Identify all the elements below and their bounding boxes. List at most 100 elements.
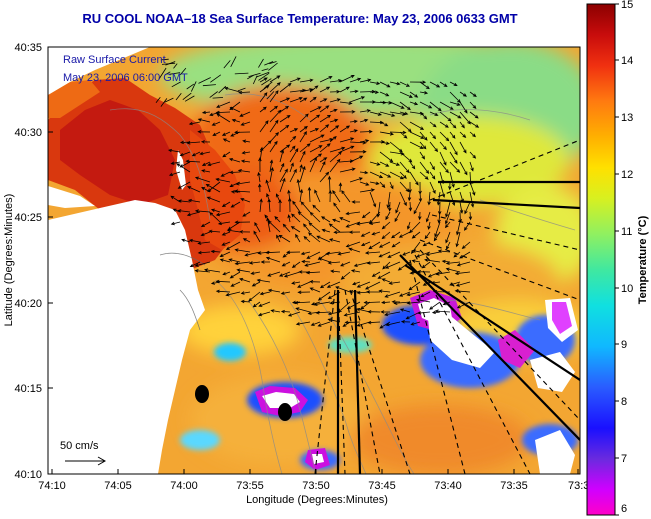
current-vector (329, 146, 346, 153)
sst-field (48, 47, 580, 474)
current-vector (394, 211, 401, 223)
current-vector (170, 221, 181, 226)
current-vector (369, 81, 381, 85)
current-vector (387, 251, 401, 258)
current-vector (300, 251, 311, 256)
current-vector (280, 291, 291, 295)
current-vector (469, 91, 477, 98)
current-vector (265, 250, 281, 255)
current-vector (269, 167, 274, 183)
current-vector (411, 259, 421, 263)
current-vector (250, 271, 261, 275)
current-vector (282, 223, 291, 233)
current-vector (339, 75, 355, 83)
current-vector (379, 131, 394, 136)
current-vector (349, 119, 358, 124)
current-vector (437, 211, 441, 224)
current-vector (307, 232, 321, 243)
current-vector (449, 171, 455, 188)
current-vector (382, 261, 391, 270)
current-vector (297, 211, 311, 223)
current-vector (171, 81, 181, 88)
current-vector (439, 171, 445, 185)
current-vector (239, 277, 251, 283)
current-vector (190, 81, 197, 92)
current-vector (303, 235, 311, 243)
current-vector (254, 222, 261, 233)
current-vector (463, 221, 471, 231)
current-vector (459, 111, 471, 125)
current-vector (179, 67, 187, 76)
current-vector (359, 118, 369, 123)
current-vector (448, 181, 452, 191)
current-vector (261, 68, 269, 71)
current-vector (439, 81, 448, 87)
current-vector (419, 81, 430, 90)
current-vector (424, 258, 441, 263)
current-vector (439, 141, 447, 151)
current-vector (359, 181, 370, 186)
current-vector (279, 82, 292, 93)
current-vector (210, 208, 221, 213)
station-marker (278, 403, 292, 421)
current-vector (359, 78, 372, 83)
current-vector (317, 321, 331, 327)
current-vector (222, 271, 231, 276)
current-vector (399, 101, 411, 111)
current-vector (259, 106, 267, 113)
current-vector (309, 85, 319, 93)
current-vector (329, 135, 337, 143)
current-vector (369, 181, 380, 185)
current-vector (268, 62, 278, 71)
x-tick-label: 73:50 (302, 480, 330, 492)
current-vector (188, 238, 201, 243)
current-vector (225, 241, 241, 250)
current-vector (319, 124, 330, 133)
current-vector (389, 161, 401, 166)
current-vector (419, 101, 433, 109)
current-vector (155, 97, 161, 103)
current-vector (201, 169, 211, 173)
current-vector (339, 217, 351, 223)
current-vector (265, 256, 281, 263)
current-vector (299, 97, 308, 103)
current-vector (278, 271, 291, 277)
current-vector (379, 81, 391, 88)
current-vector (259, 120, 269, 133)
current-vector (469, 121, 480, 128)
current-vector (216, 101, 231, 108)
current-vector (225, 291, 241, 297)
current-vector (261, 78, 272, 86)
current-vector (459, 161, 468, 176)
current-vector (369, 140, 386, 144)
current-vector (309, 134, 325, 143)
current-vector (187, 186, 201, 193)
current-vector (319, 114, 332, 123)
current-vector (439, 181, 446, 198)
current-vector (391, 231, 401, 239)
current-vector (368, 241, 381, 250)
current-vector (226, 228, 241, 233)
current-vector (399, 121, 412, 133)
current-vector (445, 267, 461, 273)
current-vector (419, 151, 425, 160)
current-vector (216, 113, 231, 123)
current-vector (197, 118, 211, 123)
current-vector (445, 231, 451, 244)
current-vector (449, 141, 458, 156)
current-vector (349, 129, 359, 133)
current-vector (221, 241, 231, 246)
current-vector (306, 251, 321, 259)
current-vector (349, 77, 362, 83)
current-vector (420, 291, 431, 298)
current-vector (177, 199, 191, 203)
current-vector (253, 230, 261, 243)
y-tick-label: 40:10 (14, 469, 42, 481)
current-vector (407, 191, 412, 202)
current-vector (409, 131, 425, 139)
current-vector (417, 311, 431, 315)
current-vector (379, 91, 390, 97)
current-vector (410, 321, 421, 326)
current-vector (209, 91, 218, 98)
current-vector (215, 279, 231, 284)
